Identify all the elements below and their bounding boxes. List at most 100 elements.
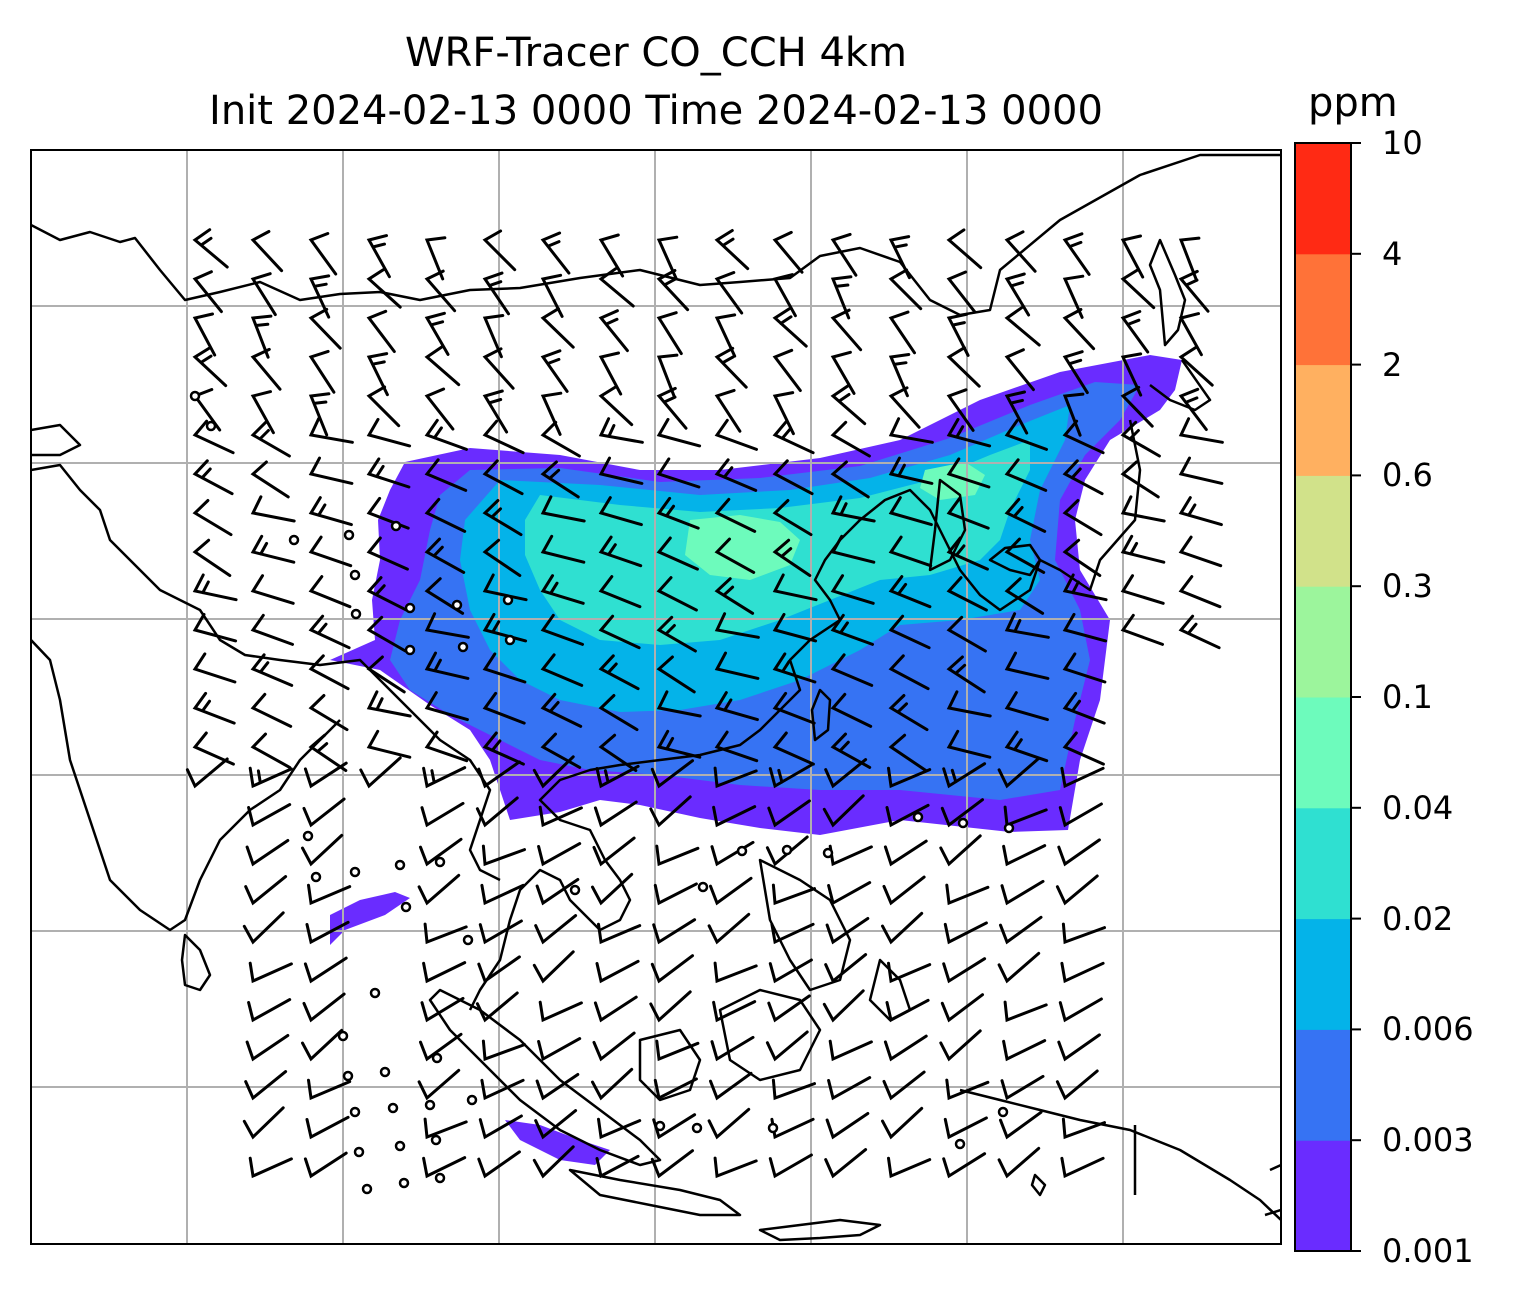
calm-wind-circle: [502, 594, 514, 606]
wind-barb: [308, 733, 348, 772]
wind-barb: [540, 231, 571, 275]
wind-barb: [1061, 922, 1106, 945]
wind-barb: [1178, 312, 1203, 357]
wind-barb: [656, 655, 696, 694]
wind-barb: [655, 1039, 700, 1062]
calm-wind-circle: [781, 844, 793, 856]
wind-barb: [424, 730, 469, 763]
wind-barb: [308, 456, 354, 485]
colorbar: [1295, 142, 1361, 1252]
wind-barb: [192, 652, 237, 684]
calm-wind-circle: [302, 830, 314, 842]
wind-barb: [598, 733, 638, 772]
wind-barb: [540, 574, 585, 605]
wind-barb: [655, 844, 700, 867]
calm-wind-circle: [349, 1106, 361, 1118]
wind-barb: [714, 271, 744, 315]
wind-barb: [597, 922, 642, 945]
wind-barb: [598, 385, 634, 427]
wind-barb: [767, 799, 811, 828]
wind-barb: [424, 497, 467, 533]
wind-barb: [192, 312, 217, 357]
wind-barb: [656, 269, 690, 312]
wind-barb: [881, 911, 924, 945]
wind-barb: [1004, 230, 1037, 273]
wind-barb: [946, 615, 987, 653]
wind-barb: [772, 652, 817, 684]
wind-barb: [540, 653, 584, 687]
calm-wind-circle: [912, 811, 924, 823]
wind-barb: [482, 229, 517, 272]
wind-barb: [1004, 272, 1031, 317]
wind-barb: [1178, 535, 1223, 568]
wind-barb: [765, 1030, 809, 1062]
wind-barb: [1120, 352, 1143, 397]
wind-barb: [945, 1078, 990, 1101]
wind-barb: [540, 420, 581, 458]
wind-barb: [538, 805, 583, 828]
wind-barb: [997, 756, 1041, 789]
wind-barb: [653, 882, 698, 906]
wind-barb: [999, 915, 1043, 945]
wind-barb: [943, 1116, 988, 1140]
wind-barb: [1002, 844, 1047, 867]
wind-barb: [656, 457, 701, 489]
wind-barb: [830, 384, 867, 426]
wind-barb: [420, 996, 465, 1023]
wind-barb: [1120, 495, 1166, 523]
wind-barb: [887, 766, 932, 789]
wind-barb: [308, 392, 331, 437]
calm-wind-circle: [954, 1138, 966, 1150]
wind-barb: [423, 922, 468, 945]
calm-wind-markers: [189, 390, 1015, 1195]
wind-barb: [534, 1109, 578, 1140]
wind-barb: [830, 534, 876, 564]
wind-barb: [597, 1117, 642, 1140]
wind-barb: [192, 228, 229, 269]
wind-barb: [540, 495, 586, 523]
wind-barb: [244, 1070, 288, 1101]
wind-barb: [939, 834, 982, 867]
wind-barb: [250, 574, 295, 605]
wind-barb: [768, 958, 813, 984]
wind-barb: [712, 1000, 757, 1023]
wind-barb: [480, 883, 525, 906]
wind-barb: [192, 270, 223, 314]
wind-barb: [830, 275, 853, 320]
wind-barb: [250, 653, 294, 687]
wind-barb: [532, 1145, 575, 1179]
wind-barb: [540, 349, 569, 393]
wind-barb: [714, 730, 759, 763]
calm-wind-circle: [369, 987, 381, 999]
wind-barb: [1003, 1000, 1048, 1023]
wind-barb: [422, 1156, 467, 1179]
wind-barb: [192, 459, 234, 496]
wind-barb: [656, 386, 688, 430]
wind-barb: [482, 314, 505, 359]
calm-wind-circle: [434, 856, 446, 868]
wind-barb: [946, 536, 989, 571]
wind-barb: [419, 1032, 463, 1062]
wind-barb: [477, 1150, 521, 1179]
calm-wind-circle: [189, 390, 201, 402]
wind-barb: [888, 456, 934, 485]
wind-barb: [997, 1146, 1041, 1179]
wind-barb: [714, 458, 758, 492]
wind-barb: [768, 1153, 813, 1179]
wind-barb: [424, 537, 466, 574]
colorbar-tick-label: 0.6: [1382, 456, 1433, 495]
wind-barb: [424, 651, 470, 680]
wind-barb: [828, 1039, 873, 1062]
wind-barb: [537, 842, 582, 867]
wind-barb: [830, 308, 863, 352]
wind-barb: [1120, 534, 1166, 564]
wind-barb: [1178, 614, 1221, 650]
wind-barb: [477, 760, 521, 789]
wind-barb: [308, 496, 353, 527]
wind-barb: [653, 1077, 698, 1101]
calm-wind-circle: [957, 817, 969, 829]
wind-barb: [598, 417, 644, 444]
wind-barb: [482, 538, 522, 577]
wind-barb: [1055, 1069, 1099, 1101]
wind-barb: [366, 655, 406, 694]
